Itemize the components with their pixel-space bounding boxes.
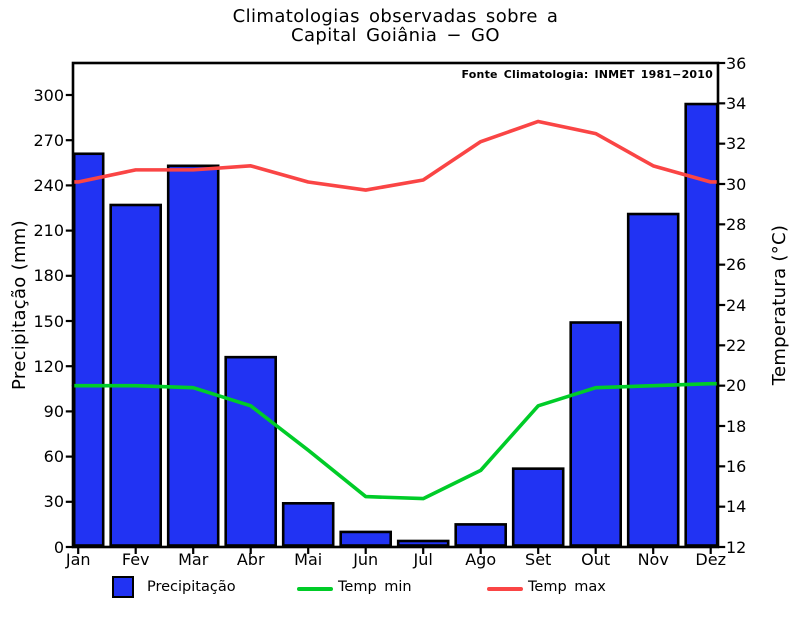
month-label-jul: Jul [413, 550, 433, 569]
bar-set [511, 467, 565, 547]
left-tick-label-210: 210 [33, 221, 64, 241]
month-label-mar: Mar [178, 550, 209, 569]
legend: Precipitação Temp min Temp max [0, 572, 800, 602]
left-tick-label-240: 240 [33, 175, 64, 195]
temp-min-legend-line [297, 587, 333, 591]
month-label-fev: Fev [121, 550, 150, 569]
right-tick-label-28: 28 [726, 214, 747, 234]
chart-title-line1: Climatologias observadas sobre a [232, 6, 559, 27]
bar-jun [339, 530, 393, 547]
month-label-dez: Dez [695, 550, 726, 569]
right-tick-label-22: 22 [726, 335, 747, 355]
month-label-jan: Jan [65, 550, 91, 569]
left-tick-label-30: 30 [43, 492, 64, 512]
temp-min-line [71, 381, 720, 501]
bar-nov [626, 212, 680, 547]
left-tick-label-150: 150 [33, 311, 64, 331]
precipitation-legend-label: Precipitação [147, 579, 236, 595]
precipitation-legend-swatch [112, 576, 134, 598]
left-tick-label-120: 120 [33, 356, 64, 376]
temp-max-legend-line [487, 587, 523, 591]
axes-and-ticks [65, 61, 726, 554]
chart-title-line2: Capital Goiânia − GO [291, 25, 500, 46]
bar-jul [396, 539, 450, 547]
right-tick-label-36: 36 [726, 53, 747, 73]
month-label-out: Out [581, 550, 611, 569]
bar-fev [109, 203, 162, 547]
right-tick-label-32: 32 [726, 134, 747, 154]
month-label-ago: Ago [465, 550, 497, 569]
left-tick-label-60: 60 [43, 447, 64, 467]
bar-mai [281, 502, 335, 547]
left-tick-label-300: 300 [33, 85, 64, 105]
month-label-abr: Abr [236, 550, 265, 569]
chart-title: Climatologias observadas sobre a Capital… [0, 7, 791, 45]
month-label-mai: Mai [294, 550, 323, 569]
month-label-set: Set [525, 550, 552, 569]
right-tick-label-24: 24 [726, 295, 747, 315]
bar-dez [684, 102, 719, 547]
month-label-jun: Jun [353, 550, 379, 569]
left-tick-label-270: 270 [33, 130, 64, 150]
temp-max-legend-label: Temp max [528, 579, 606, 595]
bar-jan [72, 152, 105, 547]
right-tick-label-14: 14 [726, 497, 747, 517]
temp-max-line [71, 119, 720, 192]
bar-abr [224, 355, 277, 547]
right-tick-label-20: 20 [726, 376, 747, 396]
temperature-lines [71, 119, 720, 501]
precipitation-bars [72, 102, 719, 547]
bar-mar [166, 164, 220, 547]
right-tick-label-34: 34 [726, 93, 747, 113]
month-label-nov: Nov [637, 550, 669, 569]
left-tick-label-180: 180 [33, 266, 64, 286]
temp-min-legend-label: Temp min [338, 579, 412, 595]
right-tick-label-26: 26 [726, 255, 747, 275]
right-tick-label-16: 16 [726, 456, 747, 476]
right-tick-label-18: 18 [726, 416, 747, 436]
right-tick-label-30: 30 [726, 174, 747, 194]
bar-ago [454, 523, 508, 547]
right-tick-label-12: 12 [726, 537, 747, 557]
source-note: Fonte Climatologia: INMET 1981−2010 [461, 68, 713, 81]
left-tick-label-0: 0 [53, 537, 64, 557]
bar-out [569, 321, 623, 547]
left-tick-label-90: 90 [43, 401, 64, 421]
